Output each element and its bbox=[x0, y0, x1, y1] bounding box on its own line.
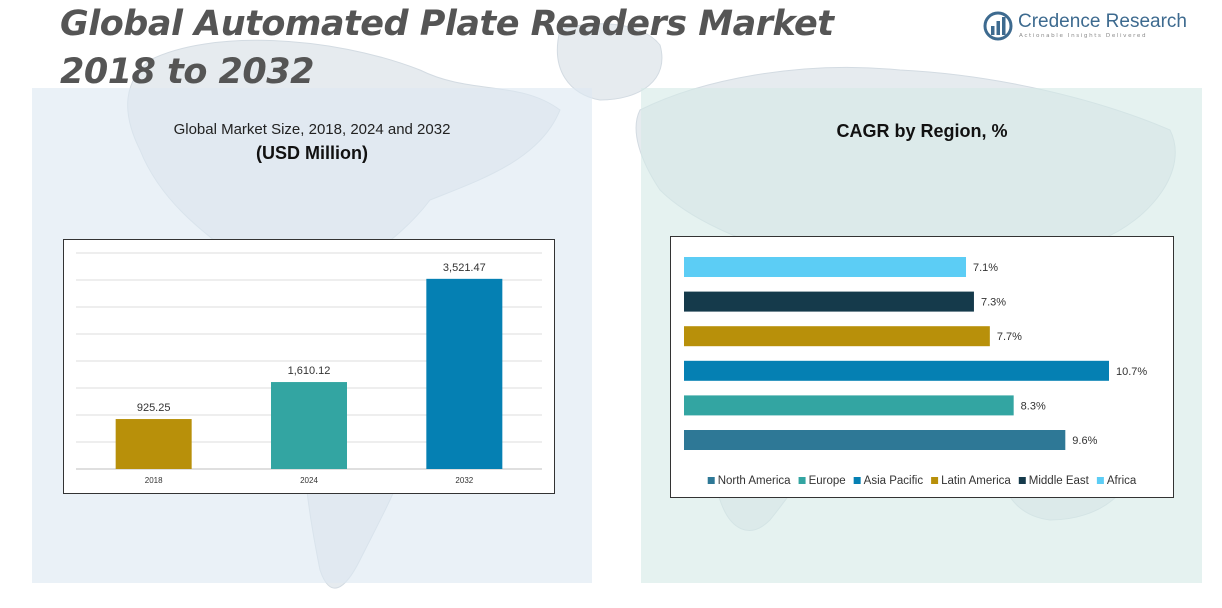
market-size-chart-box: 925.25 2018 1,610.12 2024 3,521.47 2032 bbox=[63, 239, 555, 494]
bar-asia-pacific bbox=[684, 360, 1109, 381]
bar-value-label: 9.6% bbox=[1072, 435, 1097, 447]
bar-europe bbox=[684, 395, 1014, 416]
logo-name: Credence Research bbox=[1018, 11, 1187, 32]
bar-middle-east bbox=[684, 291, 974, 312]
brand-logo: Credence Research Actionable Insights De… bbox=[982, 8, 1187, 44]
bar-2024 bbox=[271, 382, 347, 469]
market-size-unit: (USD Million) bbox=[256, 143, 368, 163]
bar-value-label: 7.3% bbox=[981, 297, 1006, 309]
bar-africa bbox=[684, 257, 967, 277]
market-size-chart: 925.25 2018 1,610.12 2024 3,521.47 2032 bbox=[76, 252, 542, 485]
page-title-line1: Global Automated Plate Readers Market bbox=[60, 4, 834, 44]
cagr-chart-box: 7.1% 7.3% 7.7% 10.7% 8.3% 9.6% North America Eu… bbox=[670, 236, 1174, 498]
bar-value-label: 8.3% bbox=[1021, 400, 1046, 412]
bar-value-label: 1,610.12 bbox=[288, 365, 331, 377]
legend-label: Asia Pacific bbox=[864, 475, 924, 487]
page-title: Global Automated Plate Readers Market 20… bbox=[60, 0, 834, 96]
x-tick-label: 2032 bbox=[455, 476, 473, 485]
page-title-line2: 2018 to 2032 bbox=[60, 52, 314, 92]
bar-value-label: 925.25 bbox=[137, 402, 171, 414]
bar-latin-america bbox=[684, 326, 990, 347]
legend-label: North America bbox=[718, 475, 791, 487]
legend-swatch bbox=[1096, 477, 1104, 484]
legend-label: Latin America bbox=[941, 475, 1011, 487]
legend-swatch bbox=[798, 477, 806, 484]
bar-north-america bbox=[684, 430, 1066, 450]
bar-2032 bbox=[426, 278, 503, 469]
legend-label: Middle East bbox=[1029, 475, 1090, 487]
legend-swatch bbox=[707, 477, 715, 484]
bar-2018 bbox=[115, 419, 192, 469]
legend-label: Europe bbox=[809, 475, 846, 487]
legend-label: Africa bbox=[1107, 475, 1137, 487]
cagr-title: CAGR by Region, % bbox=[836, 121, 1008, 141]
bar-value-label: 7.7% bbox=[997, 331, 1022, 343]
legend-swatch bbox=[853, 477, 861, 484]
logo-tagline: Actionable Insights Delivered bbox=[1019, 33, 1148, 39]
x-tick-label: 2018 bbox=[145, 476, 163, 485]
cagr-chart: 7.1% 7.3% 7.7% 10.7% 8.3% 9.6% North America Eu… bbox=[684, 257, 1147, 487]
legend-swatch bbox=[931, 477, 939, 484]
market-size-subtitle: Global Market Size, 2018, 2024 and 2032 bbox=[173, 121, 451, 138]
chart-legend: North America Europe Asia Pacific Latin Ame… bbox=[707, 475, 1137, 487]
bar-value-label: 10.7% bbox=[1116, 366, 1147, 378]
bar-value-label: 3,521.47 bbox=[443, 262, 486, 274]
legend-swatch bbox=[1018, 477, 1026, 484]
x-tick-label: 2024 bbox=[300, 476, 318, 485]
bar-value-label: 7.1% bbox=[973, 262, 998, 274]
credence-logo-icon bbox=[983, 11, 1013, 41]
